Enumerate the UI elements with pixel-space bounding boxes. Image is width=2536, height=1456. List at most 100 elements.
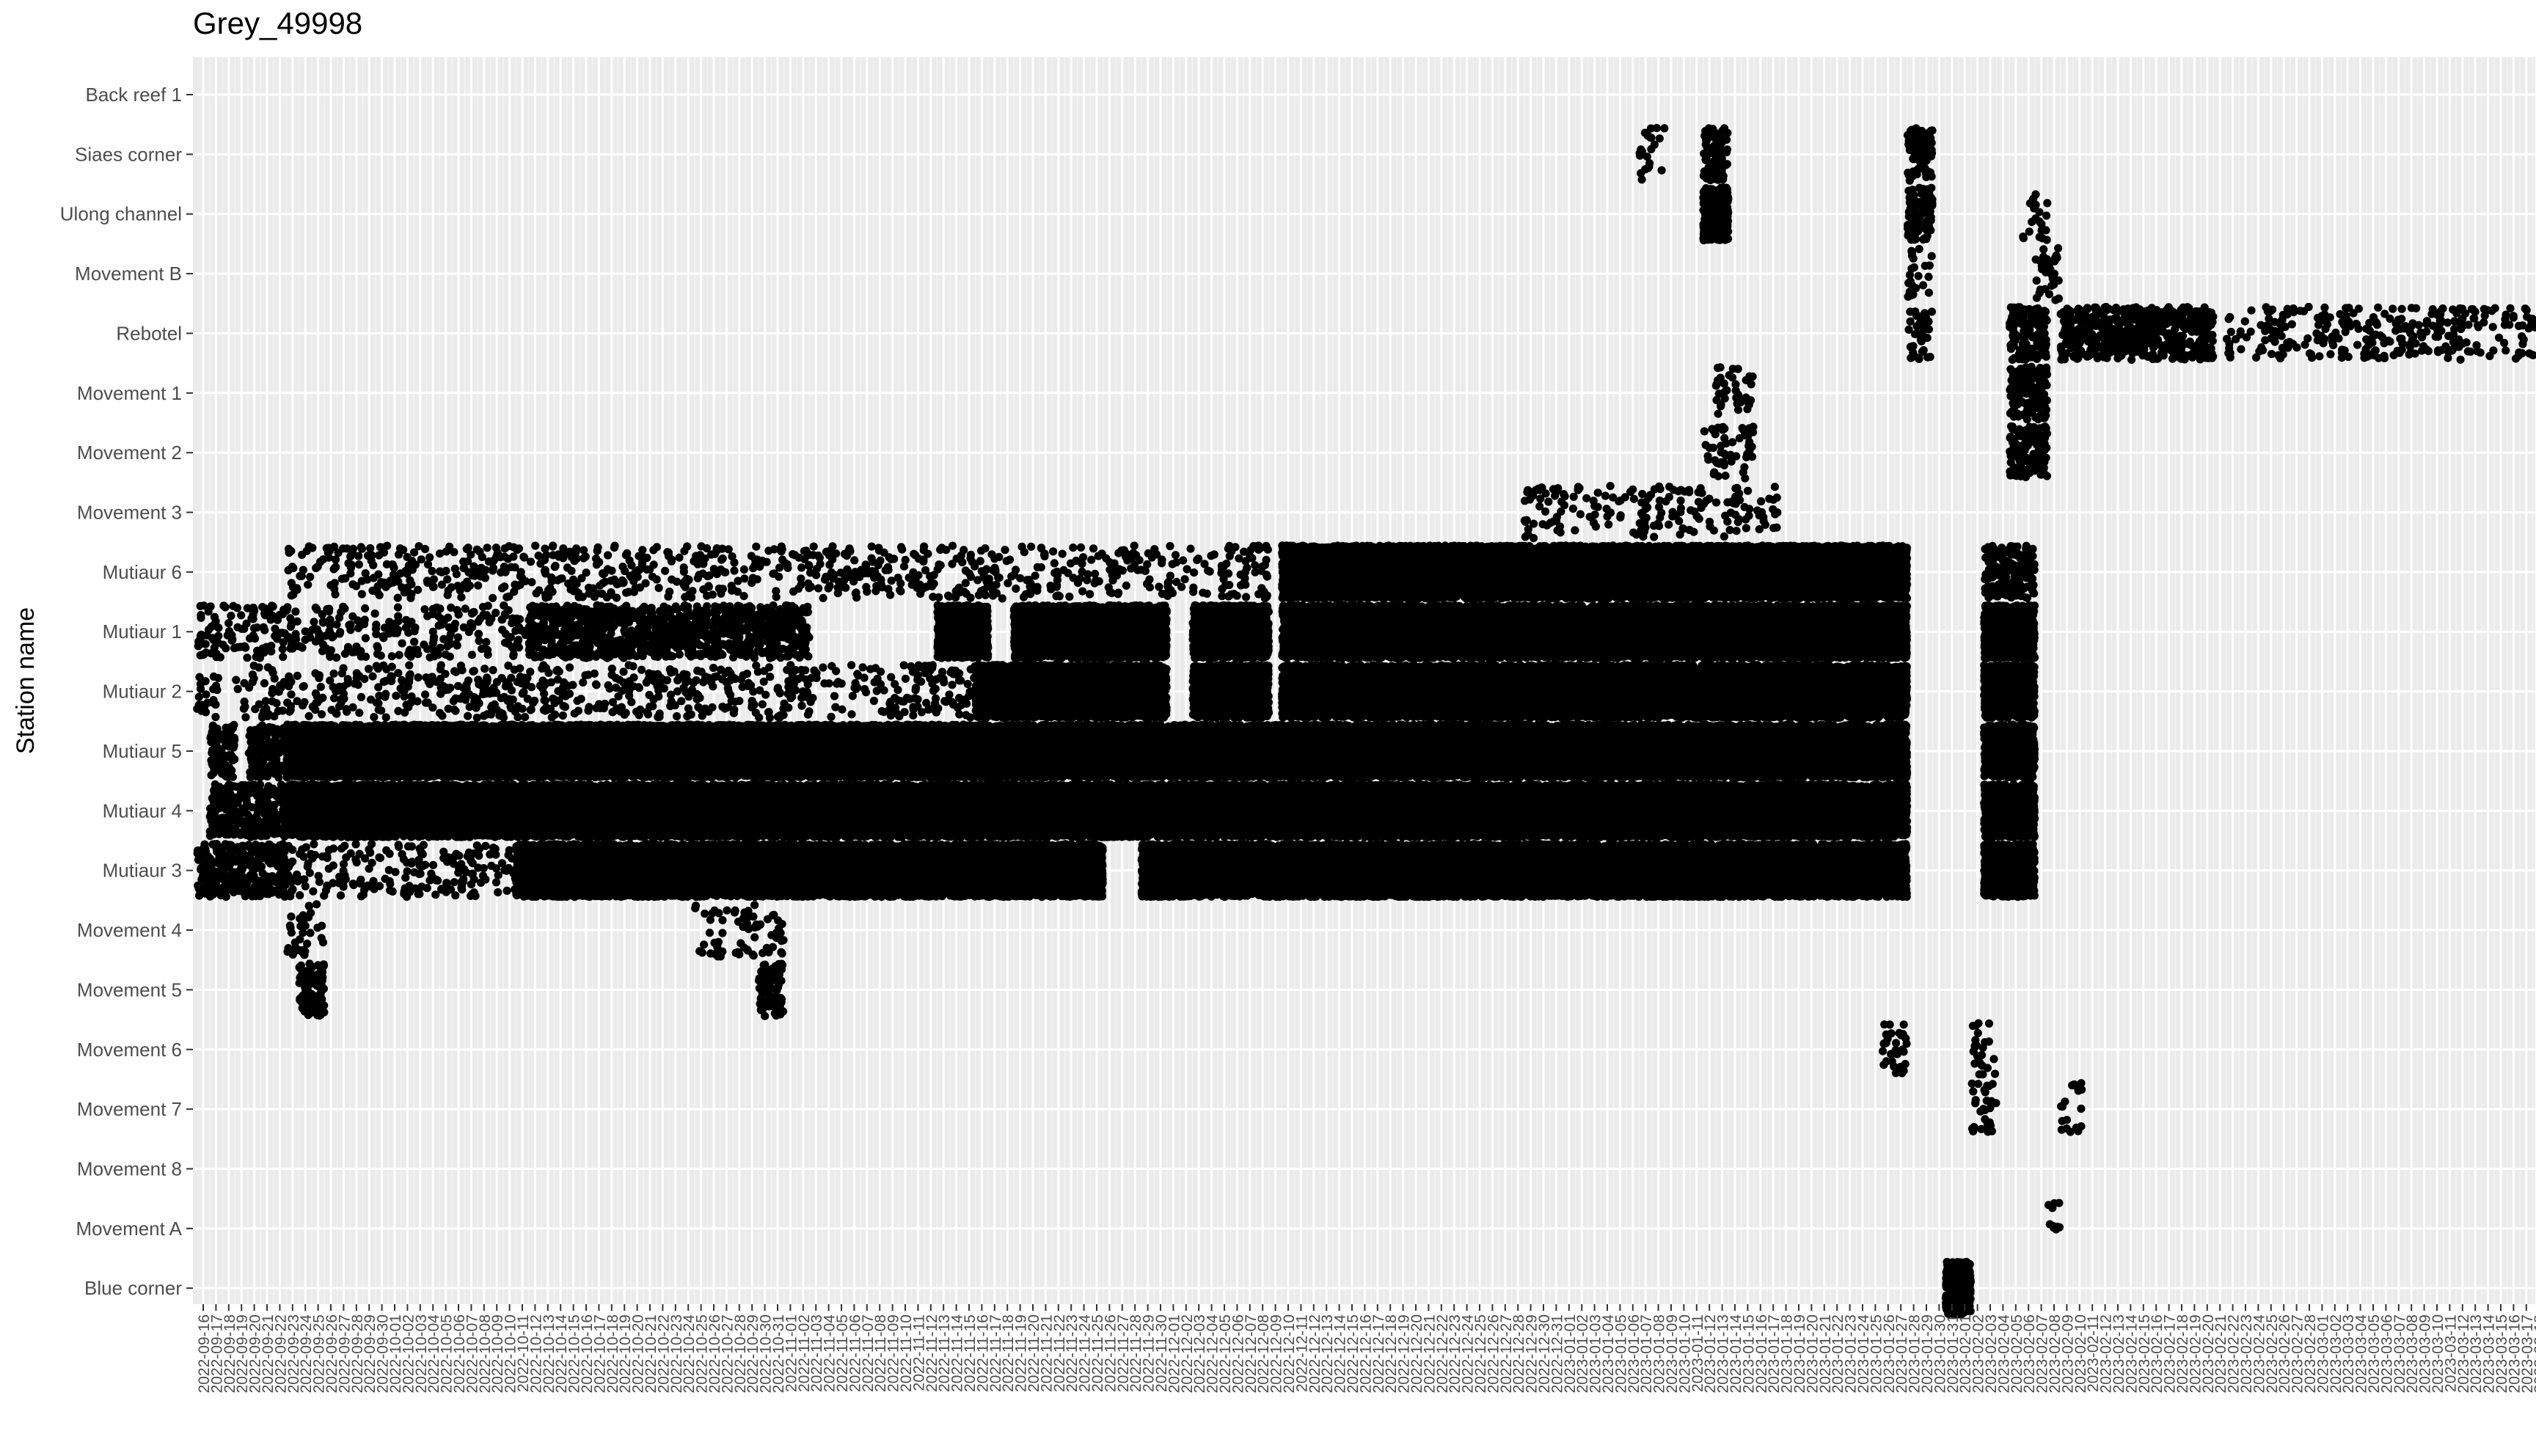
detection-point	[468, 890, 476, 899]
detection-point	[337, 891, 345, 899]
detection-point	[498, 859, 506, 867]
detection-point	[285, 863, 293, 871]
detection-point	[494, 888, 502, 896]
detection-point	[391, 868, 399, 876]
detection-point	[566, 845, 574, 853]
detection-point	[213, 840, 221, 848]
detection-point	[340, 867, 348, 875]
detection-point	[247, 890, 255, 898]
detection-point	[503, 887, 511, 895]
detection-point	[553, 861, 561, 869]
detection-point	[415, 890, 423, 898]
detection-point	[222, 885, 230, 893]
detection-point	[322, 852, 330, 860]
detection-point	[386, 849, 394, 857]
detection-point	[222, 893, 230, 901]
detection-point	[418, 863, 426, 871]
detection-point	[206, 871, 214, 879]
detection-point	[207, 889, 215, 897]
detection-point	[418, 849, 426, 857]
detection-point	[540, 867, 548, 875]
detection-point	[475, 844, 483, 852]
detection-point	[288, 846, 296, 854]
detection-point	[309, 888, 317, 896]
detection-point	[197, 866, 205, 874]
detection-point	[315, 872, 323, 880]
detection-point	[429, 861, 437, 869]
detection-point	[541, 893, 549, 901]
detection-point	[356, 879, 364, 887]
detection-point	[226, 843, 234, 851]
detection-point	[310, 840, 318, 848]
detection-point	[528, 866, 536, 874]
detection-point	[376, 854, 384, 862]
detection-point	[529, 844, 537, 852]
detection-point	[200, 841, 208, 849]
detection-point	[302, 844, 310, 852]
detection-point	[206, 855, 214, 863]
detection-point	[492, 851, 500, 859]
detection-point	[459, 875, 467, 883]
detection-point	[288, 887, 296, 895]
detection-point	[567, 871, 575, 879]
detection-point	[200, 885, 208, 893]
detection-point	[274, 875, 282, 883]
detection-point	[389, 888, 397, 896]
detection-point	[500, 866, 508, 874]
detection-point	[505, 851, 513, 859]
detection-point	[274, 855, 282, 863]
detection-point	[287, 874, 295, 882]
detection-point	[408, 857, 416, 866]
detection-point	[552, 874, 560, 882]
detection-point	[386, 880, 394, 888]
detection-point	[395, 841, 403, 849]
detection-point	[425, 877, 434, 885]
detection-point	[492, 878, 500, 886]
detection-point	[329, 844, 337, 852]
detection-point	[361, 855, 369, 863]
detection-point	[249, 867, 257, 875]
detection-point	[403, 890, 411, 899]
detection-point	[450, 878, 458, 886]
detection-point	[259, 869, 267, 877]
detection-point	[224, 853, 232, 861]
detection-cluster	[512, 840, 711, 901]
detection-point	[368, 859, 376, 867]
detection-point	[299, 876, 307, 884]
detection-point	[404, 842, 412, 850]
detection-point	[439, 848, 447, 856]
detection-point	[514, 884, 522, 892]
detection-point	[325, 865, 333, 873]
detection-point	[455, 852, 463, 860]
detection-point	[400, 855, 408, 863]
detection-point	[322, 886, 330, 894]
detection-point	[442, 879, 450, 887]
detection-point	[551, 841, 559, 849]
detection-point	[337, 844, 346, 852]
detection-point	[238, 864, 246, 872]
detection-point	[260, 878, 268, 886]
detection-point	[342, 875, 350, 883]
detection-point	[477, 879, 485, 887]
detection-point	[474, 863, 482, 871]
detection-point	[257, 842, 266, 850]
detection-point	[232, 877, 240, 885]
detection-point	[566, 882, 574, 890]
detection-point	[360, 886, 368, 894]
detection-point	[410, 868, 418, 877]
detection-point	[475, 852, 483, 860]
detection-point	[487, 862, 495, 870]
detection-point	[543, 850, 551, 858]
detection-point	[208, 882, 216, 890]
detection-point	[352, 840, 360, 848]
detection-point	[455, 864, 463, 872]
detection-point	[442, 888, 450, 896]
detection-point	[296, 891, 304, 899]
detection-point	[274, 885, 282, 893]
detection-point	[403, 867, 412, 875]
detection-point	[308, 855, 316, 863]
detection-point	[276, 841, 284, 849]
detection-point	[376, 882, 384, 890]
detection-point	[451, 891, 459, 899]
